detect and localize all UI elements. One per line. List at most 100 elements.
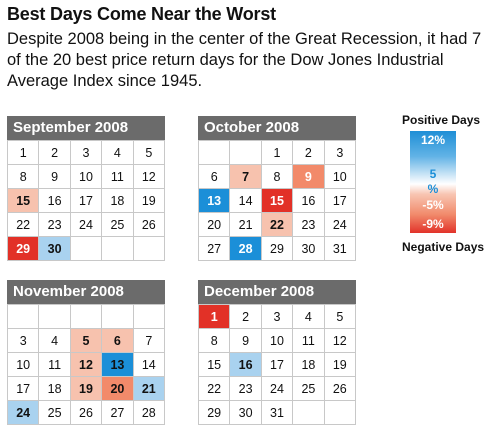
calendar-empty-cell — [8, 305, 40, 329]
legend-negative-label: Negative Days — [402, 240, 485, 254]
page-subtitle: Despite 2008 being in the center of the … — [7, 30, 482, 90]
calendar-day: 31 — [324, 237, 356, 261]
calendar-day: 7 — [230, 165, 262, 189]
calendar-day: 22 — [261, 213, 294, 237]
calendar-day: 5 — [133, 141, 165, 165]
calendar-november: November 2008 3 4 5 6 7 10 11 12 13 14 17 18 19 20 21 2… — [7, 280, 165, 425]
calendar-day: 9 — [230, 329, 262, 353]
calendar-day: 29 — [261, 237, 294, 261]
calendar-empty-cell — [102, 305, 134, 329]
calendar-day: 10 — [70, 165, 103, 189]
calendar-day: 8 — [8, 165, 40, 189]
calendar-day: 19 — [324, 353, 356, 377]
calendar-day: 17 — [324, 189, 356, 213]
calendar-day: 15 — [8, 189, 40, 213]
calendar-month-title: September 2008 — [7, 116, 165, 140]
calendar-day: 24 — [261, 377, 294, 401]
calendar-day: 3 — [70, 141, 103, 165]
calendar-empty-cell — [324, 401, 356, 425]
calendar-day: 10 — [8, 353, 40, 377]
calendar-empty-cell — [230, 141, 262, 165]
calendar-day: 30 — [230, 401, 262, 425]
calendar-day: 4 — [102, 141, 134, 165]
calendar-day: 2 — [39, 141, 71, 165]
calendar-day: 16 — [39, 189, 71, 213]
calendar-day: 5 — [324, 305, 356, 329]
calendar-day: 18 — [39, 377, 71, 401]
calendar-day: 10 — [261, 329, 294, 353]
calendar-september: September 2008 1 2 3 4 5 8 9 10 11 12 15 16 17 18 19 22… — [7, 116, 165, 261]
calendar-empty-cell — [133, 305, 165, 329]
calendar-day: 3 — [324, 141, 356, 165]
calendar-day: 18 — [102, 189, 134, 213]
calendar-day: 23 — [293, 213, 325, 237]
calendar-day: 19 — [133, 189, 165, 213]
calendar-day: 27 — [102, 401, 134, 425]
calendar-day: 26 — [133, 213, 165, 237]
calendar-day: 21 — [230, 213, 262, 237]
calendar-day: 5 — [70, 329, 103, 353]
calendar-month-title: November 2008 — [7, 280, 165, 304]
calendar-day: 3 — [8, 329, 40, 353]
calendar-empty-cell — [199, 141, 231, 165]
calendar-day: 8 — [199, 329, 231, 353]
calendar-day: 17 — [8, 377, 40, 401]
calendar-day: 14 — [133, 353, 165, 377]
calendar-month-title: October 2008 — [198, 116, 356, 140]
page-title: Best Days Come Near the Worst — [7, 4, 276, 24]
calendar-day: 21 — [133, 377, 165, 401]
calendar-day: 31 — [261, 401, 294, 425]
calendar-empty-cell — [293, 401, 325, 425]
calendar-day: 25 — [293, 377, 325, 401]
calendar-day: 12 — [324, 329, 356, 353]
calendar-empty-cell — [39, 305, 71, 329]
calendar-december: December 2008 1 2 3 4 5 8 9 10 11 12 15 16 17 18 19 22 2… — [198, 280, 356, 425]
calendar-day: 10 — [324, 165, 356, 189]
calendar-day: 23 — [230, 377, 262, 401]
calendar-day: 25 — [39, 401, 71, 425]
calendar-empty-cell — [70, 305, 103, 329]
calendar-day: 8 — [261, 165, 294, 189]
calendar-day: 16 — [293, 189, 325, 213]
calendar-empty-cell — [133, 237, 165, 261]
calendar-day: 24 — [324, 213, 356, 237]
calendar-day: 11 — [102, 165, 134, 189]
legend-tick: % — [427, 182, 439, 196]
calendar-day: 30 — [293, 237, 325, 261]
legend-tick: 12% — [420, 133, 446, 147]
calendar-day: 29 — [8, 237, 40, 261]
calendar-day: 2 — [230, 305, 262, 329]
calendar-day: 15 — [261, 189, 294, 213]
calendar-day: 12 — [133, 165, 165, 189]
calendar-day: 27 — [199, 237, 231, 261]
calendar-day: 17 — [261, 353, 294, 377]
calendar-month-title: December 2008 — [198, 280, 356, 304]
legend-tick: -5% — [422, 198, 444, 212]
calendar-grid: 1 2 3 4 5 8 9 10 11 12 15 16 17 18 19 22 23 24 25 26 29 30 31 — [198, 304, 356, 425]
calendar-october: October 2008 1 2 3 6 7 8 9 10 13 14 15 16 17 20 21 22 23… — [198, 116, 356, 261]
calendar-day: 29 — [199, 401, 231, 425]
calendar-day: 28 — [133, 401, 165, 425]
calendar-day: 16 — [230, 353, 262, 377]
calendar-day: 1 — [8, 141, 40, 165]
calendar-day: 22 — [8, 213, 40, 237]
legend-tick: 5 — [429, 167, 437, 181]
calendar-day: 26 — [70, 401, 103, 425]
calendar-day: 25 — [102, 213, 134, 237]
calendar-grid: 3 4 5 6 7 10 11 12 13 14 17 18 19 20 21 24 25 26 27 28 — [7, 304, 165, 425]
calendar-day: 6 — [199, 165, 231, 189]
calendar-day: 23 — [39, 213, 71, 237]
calendar-day: 3 — [261, 305, 294, 329]
calendar-day: 24 — [8, 401, 40, 425]
calendar-day: 14 — [230, 189, 262, 213]
calendar-day: 18 — [293, 353, 325, 377]
calendar-day: 30 — [39, 237, 71, 261]
calendar-day: 26 — [324, 377, 356, 401]
calendar-day: 2 — [293, 141, 325, 165]
calendar-grid: 1 2 3 6 7 8 9 10 13 14 15 16 17 20 21 22 23 24 27 28 29 30 31 — [198, 140, 356, 261]
calendar-day: 24 — [70, 213, 103, 237]
calendar-day: 4 — [293, 305, 325, 329]
calendar-day: 1 — [261, 141, 294, 165]
calendar-day: 19 — [70, 377, 103, 401]
calendar-empty-cell — [70, 237, 103, 261]
